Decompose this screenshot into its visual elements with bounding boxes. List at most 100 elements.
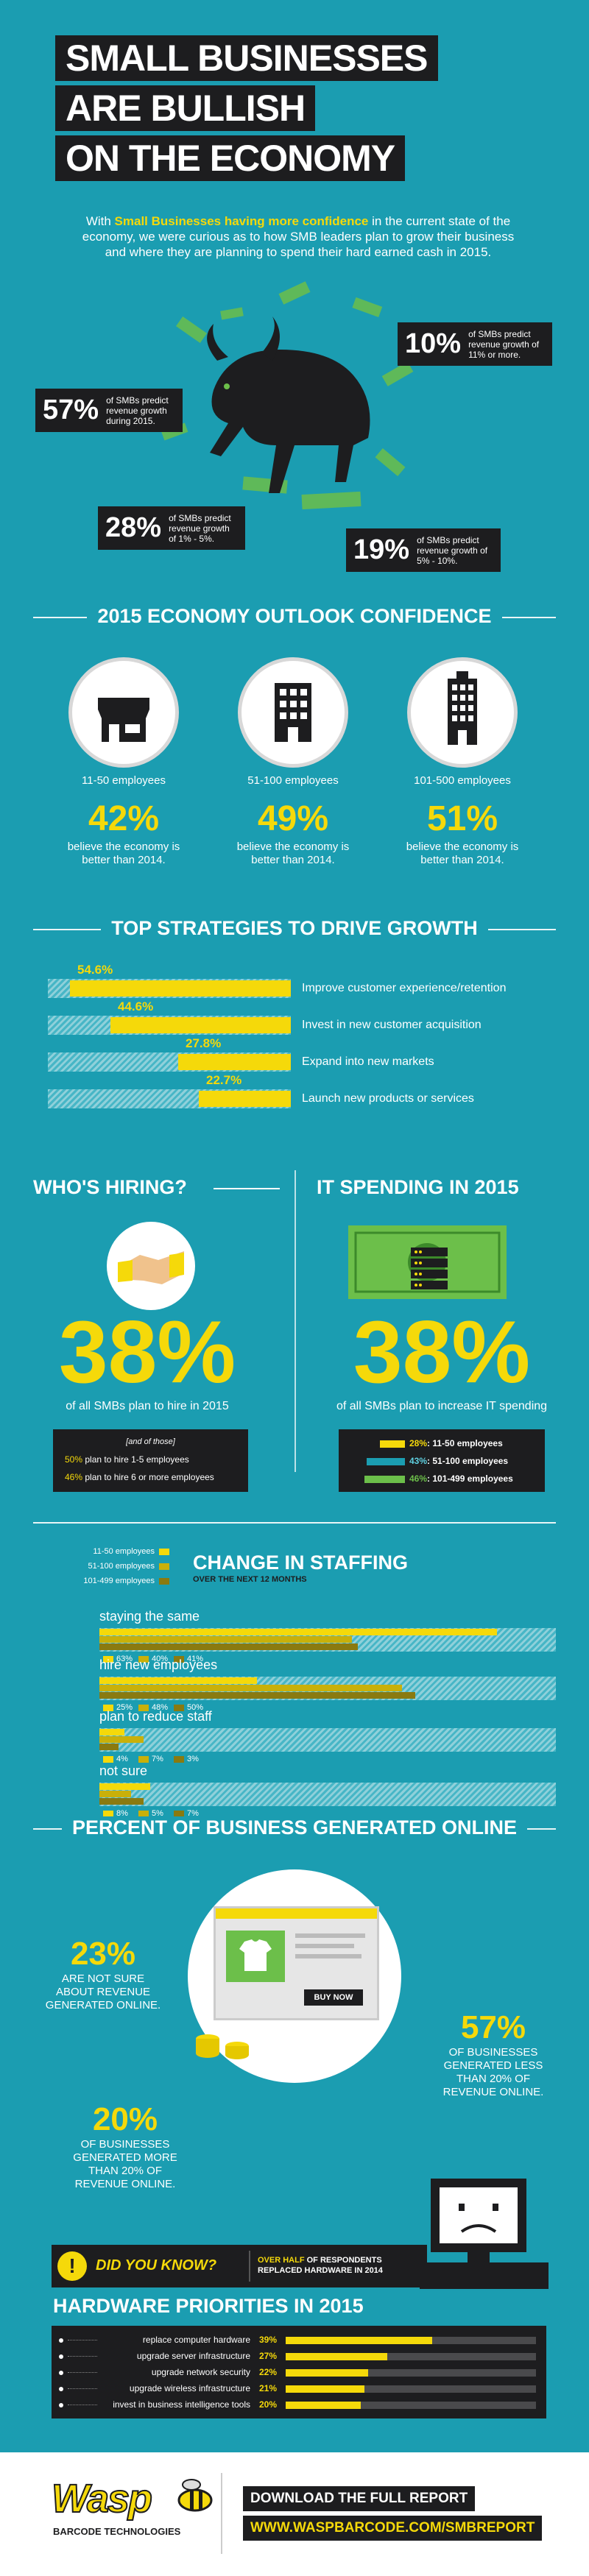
- hardware-label: upgrade server infrastructure: [136, 2351, 250, 2361]
- hardware-bar: [286, 2385, 364, 2393]
- staffing-bar: [99, 1736, 144, 1743]
- it-title: IT SPENDING IN 2015: [317, 1176, 519, 1198]
- title-line-2: ARE BULLISH: [55, 85, 316, 131]
- legend-swatch: [159, 1577, 169, 1585]
- bull-illustration: [161, 281, 414, 510]
- staffing-value-swatch: [138, 1810, 149, 1817]
- staffing-value-swatch: [174, 1755, 184, 1763]
- staffing-legend-label: 101-499 employees: [83, 1577, 155, 1585]
- legend-swatch: [159, 1548, 169, 1555]
- staffing-value-swatch: [174, 1704, 184, 1711]
- hiring-title: WHO'S HIRING?: [33, 1176, 187, 1198]
- hiring-row-1: 50% plan to hire 1-5 employees: [65, 1454, 189, 1465]
- staffing-value-label: 25%: [116, 1703, 133, 1712]
- strategies-title: TOP STRATEGIES TO DRIVE GROWTH: [0, 917, 589, 940]
- outlook-desc-3: believe the economy is better than 2014.: [406, 841, 519, 866]
- staffing-bar: [99, 1744, 119, 1750]
- hardware-label: upgrade wireless infrastructure: [129, 2383, 250, 2393]
- strategy-label: Invest in new customer acquisition: [302, 1019, 482, 1031]
- strategy-value: 54.6%: [77, 963, 113, 977]
- bull-icon: [207, 316, 370, 493]
- hiring-box-title: [and of those]: [126, 1437, 175, 1446]
- browser-toolbar: [216, 1908, 377, 1919]
- did-you-know-label: DID YOU KNOW?: [96, 2257, 217, 2274]
- it-bar: [364, 1476, 405, 1483]
- hiring-pct: 38%: [58, 1303, 236, 1401]
- hardware-track: [286, 2369, 536, 2377]
- did-you-know-text: OVER HALF OF RESPONDENTS REPLACED HARDWA…: [258, 2256, 383, 2275]
- strategy-value: 22.7%: [206, 1073, 242, 1087]
- strategy-value: 44.6%: [118, 999, 154, 1013]
- storefront-circle: [68, 657, 179, 768]
- staffing-value: 4%: [103, 1755, 128, 1763]
- staffing-value-label: 8%: [116, 1809, 128, 1818]
- outlook-pct-3: 51%: [426, 799, 498, 838]
- hardware-bar: [286, 2353, 387, 2360]
- staffing-value-label: 40%: [152, 1655, 169, 1663]
- handshake-circle: [107, 1222, 195, 1310]
- staffing-legend-item: 11-50 employees: [74, 1547, 169, 1556]
- text-line: [295, 1954, 361, 1958]
- staffing-value-label: 5%: [152, 1809, 163, 1818]
- outlook-label-1: 11-50 employees: [82, 774, 166, 787]
- outlook-desc-2: believe the economy is better than 2014.: [236, 841, 350, 866]
- staffing-value: 48%: [138, 1703, 168, 1712]
- staffing-group-label: plan to reduce staff: [99, 1709, 212, 1724]
- strategy-label: Expand into new markets: [302, 1055, 434, 1068]
- it-desc: of all SMBs plan to increase IT spending: [336, 1400, 548, 1412]
- staffing-bar: [99, 1783, 150, 1790]
- tshirt-icon: [239, 1939, 272, 1971]
- staffing-value-label: 63%: [116, 1655, 133, 1663]
- dotted-leader: [68, 2372, 97, 2373]
- office-building-icon: [275, 683, 311, 742]
- staffing-value-swatch: [138, 1655, 149, 1663]
- title-line-1: SMALL BUSINESSES: [55, 35, 438, 81]
- hardware-value: 39%: [259, 2335, 278, 2345]
- staffing-value: 5%: [138, 1809, 163, 1818]
- staffing-track: [99, 1783, 556, 1806]
- staffing-value-label: 50%: [187, 1703, 204, 1712]
- hardware-value: 27%: [259, 2351, 278, 2361]
- text-line: [295, 1933, 365, 1938]
- it-row-pct: 43%: [409, 1456, 428, 1466]
- did-you-know-divider: [249, 2251, 250, 2282]
- staffing-value: 40%: [138, 1655, 168, 1663]
- staffing-value: 7%: [174, 1809, 199, 1818]
- staffing-value: 63%: [103, 1655, 133, 1663]
- report-url-link[interactable]: WWW.WASPBARCODE.COM/SMBREPORT: [243, 2516, 543, 2541]
- staffing-value: 41%: [174, 1655, 203, 1663]
- hardware-label: upgrade network security: [151, 2367, 250, 2377]
- footer: Wasp BARCODE TECHNOLOGIES DOWNLOAD THE F…: [0, 2452, 589, 2576]
- revenue-stat-57: 57% of SMBs predict revenue growth durin…: [35, 389, 183, 432]
- staffing-bar: [99, 1629, 497, 1635]
- it-row: 28%: 11-50 employees: [409, 1438, 503, 1449]
- staffing-value-swatch: [138, 1755, 149, 1763]
- staffing-value: 25%: [103, 1703, 133, 1712]
- it-row-label: : 11-50 employees: [427, 1438, 503, 1448]
- title-line-3: ON THE ECONOMY: [55, 135, 406, 181]
- staffing-value-swatch: [103, 1810, 113, 1817]
- revenue-stat-28: 28% of SMBs predict revenue growth of 1%…: [98, 506, 245, 550]
- bullet-icon: [59, 2403, 63, 2407]
- staffing-value-swatch: [138, 1704, 149, 1711]
- hiring-title-rule: [214, 1188, 280, 1189]
- text-line: [295, 1944, 354, 1948]
- staffing-value-swatch: [103, 1755, 113, 1763]
- storefront-icon: [98, 698, 149, 742]
- staffing-bar: [99, 1685, 402, 1691]
- buy-now-button[interactable]: BUY NOW: [304, 1989, 363, 2006]
- staffing-value-label: 3%: [187, 1755, 199, 1763]
- online-stat-57: 57% OF BUSINESSES GENERATED LESS THAN 20…: [442, 2009, 544, 2098]
- download-report-link[interactable]: DOWNLOAD THE FULL REPORT: [243, 2486, 476, 2511]
- hardware-bar: [286, 2369, 368, 2377]
- handshake-icon: [118, 1251, 184, 1284]
- staffing-group-label: hire new employees: [99, 1657, 218, 1672]
- server-cash-illustration: [348, 1225, 507, 1299]
- staffing-bar: [99, 1798, 144, 1805]
- it-pct: 38%: [353, 1303, 531, 1401]
- staffing-group-label: staying the same: [99, 1609, 200, 1624]
- hardware-label: invest in business intelligence tools: [113, 2399, 250, 2410]
- hardware-track: [286, 2353, 536, 2360]
- staffing-value-label: 41%: [187, 1655, 204, 1663]
